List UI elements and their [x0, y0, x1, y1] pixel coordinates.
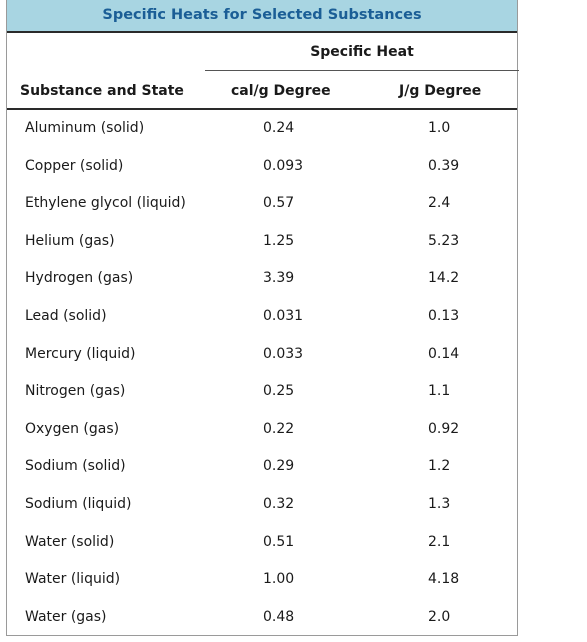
joule-value-cell: 0.92: [428, 420, 460, 437]
table-row: Sodium (solid) 0.29 1.2: [7, 448, 517, 486]
table-row: Oxygen (gas) 0.22 0.92: [7, 411, 517, 449]
joule-value-cell: 2.1: [428, 533, 451, 550]
substance-cell: Aluminum (solid): [25, 120, 145, 136]
cal-value-cell: 1.25: [263, 232, 295, 249]
table-row: Aluminum (solid) 0.24 1.0: [7, 110, 517, 148]
table-row: Mercury (liquid) 0.033 0.14: [7, 336, 517, 374]
substance-cell: Copper (solid): [25, 157, 124, 174]
column-header-substance: Substance and State: [20, 83, 184, 99]
joule-value-cell: 14.2: [428, 270, 460, 287]
column-header-joule: J/g Degree: [399, 83, 482, 99]
substance-cell: Oxygen (gas): [25, 420, 120, 437]
joule-value-cell: 1.0: [428, 120, 451, 136]
joule-value-cell: 2.0: [428, 608, 451, 625]
specific-heat-group-header: Specific Heat: [310, 44, 414, 60]
cal-value-cell: 0.25: [263, 383, 295, 400]
table-row: Hydrogen (gas) 3.39 14.2: [7, 260, 517, 298]
substance-cell: Hydrogen (gas): [25, 270, 134, 287]
column-header-cal: cal/g Degree: [231, 83, 331, 99]
substance-cell: Mercury (liquid): [25, 345, 136, 362]
table-row: Nitrogen (gas) 0.25 1.1: [7, 373, 517, 411]
table-row: Lead (solid) 0.031 0.13: [7, 298, 517, 336]
joule-value-cell: 0.14: [428, 345, 460, 362]
joule-value-cell: 5.23: [428, 232, 460, 249]
substance-cell: Sodium (solid): [25, 458, 126, 475]
table-row: Water (gas) 0.48 2.0: [7, 599, 517, 637]
table-row: Sodium (liquid) 0.32 1.3: [7, 486, 517, 524]
cal-value-cell: 0.51: [263, 533, 295, 550]
cal-value-cell: 0.093: [263, 157, 304, 174]
table-row: Ethylene glycol (liquid) 0.57 2.4: [7, 185, 517, 223]
joule-value-cell: 2.4: [428, 195, 451, 212]
cal-value-cell: 0.033: [263, 345, 304, 362]
joule-value-cell: 0.39: [428, 157, 460, 174]
group-header-divider: [205, 70, 519, 71]
table-body: Aluminum (solid) 0.24 1.0 Copper (solid) 0.0…: [7, 110, 517, 636]
cal-value-cell: 0.48: [263, 608, 295, 625]
joule-value-cell: 1.1: [428, 383, 451, 400]
cal-value-cell: 3.39: [263, 270, 295, 287]
cal-value-cell: 0.22: [263, 420, 295, 437]
cal-value-cell: 1.00: [263, 571, 295, 588]
table-caption: Specific Heats for Selected Substances: [7, 0, 517, 33]
joule-value-cell: 0.13: [428, 307, 460, 324]
substance-cell: Sodium (liquid): [25, 495, 132, 512]
substance-cell: Helium (gas): [25, 232, 115, 249]
joule-value-cell: 4.18: [428, 571, 460, 588]
header-divider: [7, 108, 517, 110]
cal-value-cell: 0.57: [263, 195, 295, 212]
substance-cell: Water (gas): [25, 608, 107, 625]
substance-cell: Ethylene glycol (liquid): [25, 195, 186, 212]
table-row: Water (liquid) 1.00 4.18: [7, 561, 517, 599]
table-row: Water (solid) 0.51 2.1: [7, 524, 517, 562]
substance-cell: Water (solid): [25, 533, 115, 550]
substance-cell: Water (liquid): [25, 571, 121, 588]
joule-value-cell: 1.2: [428, 458, 451, 475]
cal-value-cell: 0.24: [263, 120, 295, 136]
substance-cell: Lead (solid): [25, 307, 107, 324]
substance-cell: Nitrogen (gas): [25, 383, 126, 400]
specific-heat-table: Specific Heats for Selected Substances S…: [6, 0, 519, 636]
cal-value-cell: 0.29: [263, 458, 295, 475]
joule-value-cell: 1.3: [428, 495, 451, 512]
table-row: Helium (gas) 1.25 5.23: [7, 223, 517, 261]
cal-value-cell: 0.32: [263, 495, 295, 512]
cal-value-cell: 0.031: [263, 307, 304, 324]
table-row: Copper (solid) 0.093 0.39: [7, 148, 517, 186]
